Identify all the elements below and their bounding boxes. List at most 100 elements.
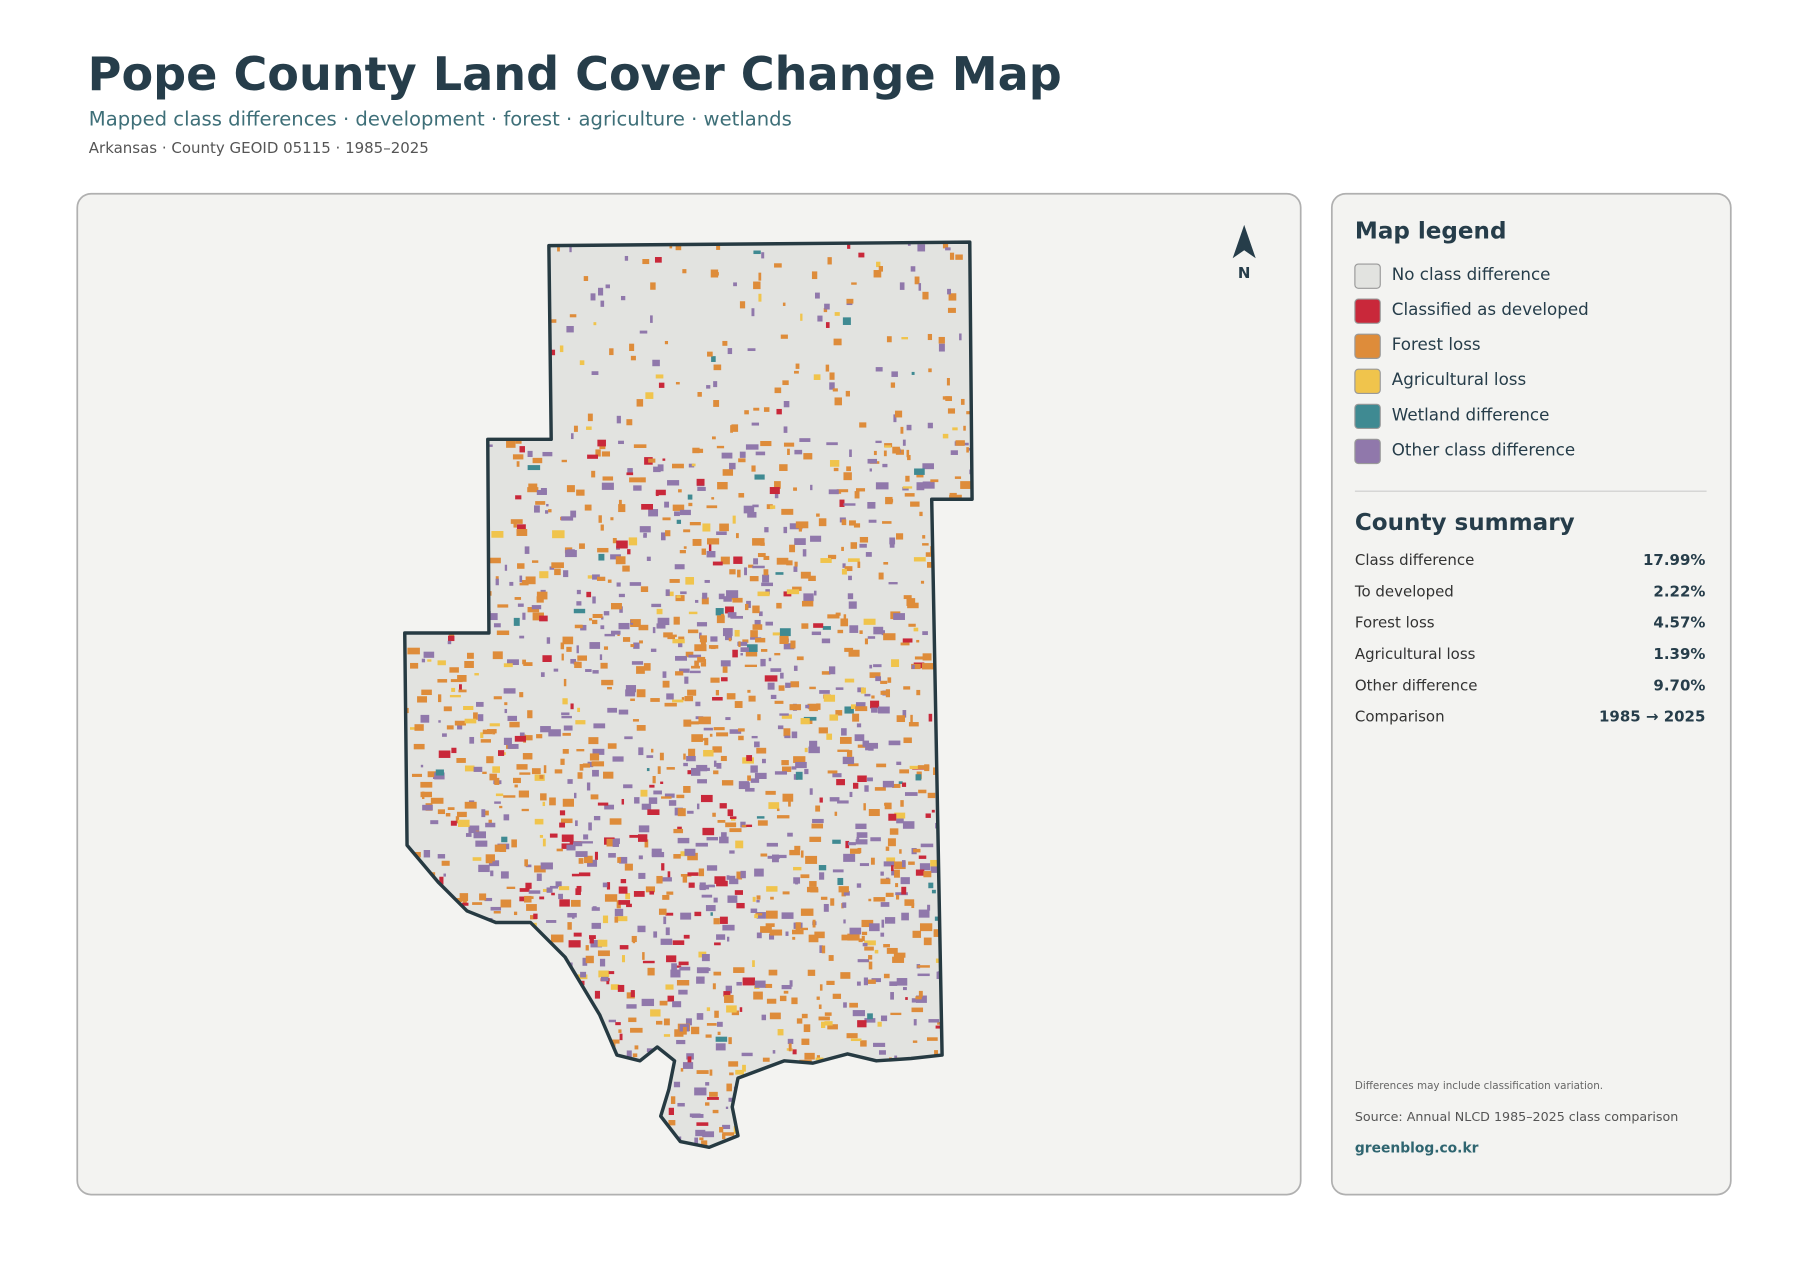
change-patch — [744, 410, 749, 415]
change-patch — [414, 724, 424, 731]
change-patch — [616, 916, 628, 922]
change-patch — [918, 283, 922, 291]
change-patch — [837, 749, 850, 752]
change-patch — [657, 766, 661, 774]
footer-note: Differences may include classification v… — [1355, 1080, 1603, 1092]
change-patch — [911, 664, 915, 669]
change-patch — [682, 269, 687, 274]
change-patch — [915, 869, 925, 876]
change-patch — [523, 735, 533, 741]
change-patch — [882, 463, 888, 468]
change-patch — [791, 766, 797, 770]
change-patch — [753, 250, 761, 255]
change-patch — [706, 1007, 711, 1012]
change-patch — [765, 923, 775, 927]
change-patch — [648, 458, 656, 463]
change-patch — [473, 766, 483, 772]
change-patch — [729, 729, 742, 734]
change-patch — [618, 593, 625, 598]
change-patch — [845, 390, 850, 397]
change-patch — [587, 761, 594, 768]
change-patch — [722, 340, 728, 346]
change-patch — [793, 487, 797, 491]
change-patch — [608, 1019, 617, 1023]
change-patch — [662, 517, 671, 521]
change-patch — [689, 670, 701, 674]
change-patch — [729, 828, 742, 833]
change-patch — [540, 862, 553, 870]
change-patch — [504, 564, 508, 571]
change-patch — [844, 566, 853, 572]
legend-swatch — [1354, 298, 1381, 324]
change-patch — [622, 565, 630, 572]
change-patch — [841, 546, 844, 551]
change-patch — [895, 895, 900, 900]
change-patch — [849, 1002, 858, 1008]
change-patch — [592, 596, 596, 604]
change-patch — [781, 508, 794, 515]
change-patch — [461, 902, 469, 906]
change-patch — [823, 903, 829, 912]
change-patch — [815, 805, 821, 812]
change-patch — [600, 524, 604, 531]
change-patch — [723, 991, 731, 997]
change-patch — [642, 960, 655, 964]
change-patch — [653, 931, 658, 938]
change-patch — [503, 737, 512, 745]
change-patch — [726, 1083, 732, 1092]
change-patch — [698, 716, 711, 725]
change-patch — [821, 945, 826, 954]
change-patch — [712, 436, 716, 440]
change-patch — [732, 515, 736, 524]
legend-label: No class difference — [1392, 264, 1551, 284]
change-patch — [499, 805, 503, 809]
change-patch — [447, 807, 455, 810]
change-patch — [626, 1004, 637, 1009]
change-patch — [594, 990, 601, 999]
change-patch — [607, 579, 612, 583]
change-patch — [682, 1027, 687, 1035]
change-patch — [688, 463, 695, 468]
change-patch — [775, 572, 784, 575]
change-patch — [489, 773, 497, 781]
change-patch — [744, 664, 758, 668]
change-patch — [472, 902, 483, 905]
change-patch — [549, 833, 558, 838]
change-patch — [563, 570, 569, 578]
change-patch — [827, 1024, 838, 1030]
change-patch — [597, 547, 609, 553]
change-patch — [633, 891, 645, 897]
change-patch — [585, 945, 589, 951]
change-patch — [891, 865, 894, 872]
change-patch — [754, 474, 765, 480]
change-patch — [755, 451, 766, 456]
change-patch — [674, 564, 685, 570]
change-patch — [683, 785, 691, 793]
change-patch — [640, 789, 648, 797]
change-patch — [813, 623, 824, 628]
change-patch — [559, 822, 566, 828]
change-patch — [760, 926, 772, 933]
change-patch — [488, 444, 493, 447]
change-patch — [918, 909, 930, 918]
change-patch — [942, 243, 949, 249]
change-patch — [519, 635, 525, 639]
change-patch — [651, 848, 662, 857]
change-patch — [573, 792, 577, 799]
change-patch — [514, 735, 526, 742]
change-patch — [684, 696, 694, 702]
change-patch — [629, 834, 639, 838]
change-patch — [699, 635, 707, 643]
change-patch — [725, 1106, 729, 1109]
change-patch — [704, 579, 710, 583]
change-patch — [715, 1043, 726, 1051]
legend-swatch — [1354, 333, 1381, 359]
change-patch — [747, 775, 751, 781]
change-patch — [481, 809, 486, 818]
change-patch — [485, 822, 496, 828]
change-patch — [783, 401, 790, 408]
change-patch — [822, 626, 831, 630]
change-patch — [790, 681, 800, 688]
change-patch — [922, 631, 928, 636]
change-patch — [837, 877, 844, 886]
